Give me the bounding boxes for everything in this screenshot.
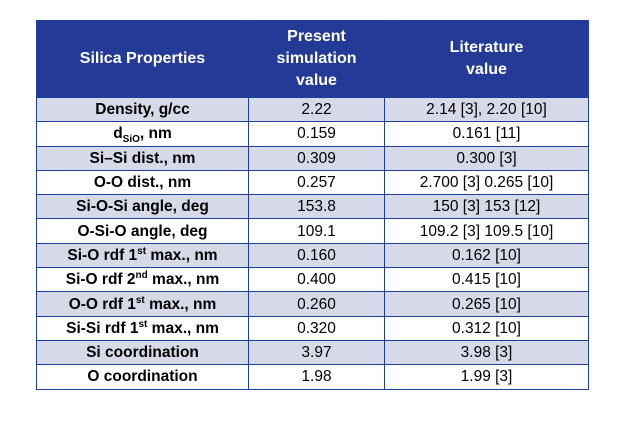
property-label: Density, g/cc [95, 101, 190, 119]
property-label: d [113, 125, 123, 143]
present-value-cell: 3.97 [248, 339, 385, 366]
literature-value-cell: 0.312 [10] [384, 315, 589, 341]
property-subscript: SiO [122, 134, 140, 146]
property-cell: Density, g/cc [36, 96, 249, 123]
property-cell: dSiO, nm [36, 121, 249, 147]
present-value-cell: 2.22 [248, 96, 385, 123]
header-line: value [466, 61, 507, 78]
property-cell: Si-Si rdf 1st max., nm [36, 315, 249, 341]
present-value-cell: 0.400 [248, 267, 385, 293]
present-value-cell: 0.160 [248, 242, 385, 269]
literature-value-cell: 0.415 [10] [384, 267, 589, 293]
property-label-suffix: max., nm [147, 271, 220, 289]
header-line: simulation [276, 50, 357, 67]
literature-value-cell: 0.162 [10] [384, 242, 589, 269]
property-label-suffix: max., nm [144, 295, 217, 313]
silica-properties-table: Silica Properties Present simulation val… [36, 20, 589, 390]
literature-value-cell: 0.300 [3] [384, 145, 589, 171]
property-label: Si coordination [86, 344, 199, 362]
table-row: Si–Si dist., nm 0.309 0.300 [3] [36, 145, 589, 171]
property-cell: Si-O rdf 2nd max., nm [36, 267, 249, 293]
property-cell: Si-O rdf 1st max., nm [36, 242, 249, 269]
present-value-cell: 0.159 [248, 121, 385, 147]
property-label: O-O dist., nm [93, 174, 192, 192]
present-value-cell: 109.1 [248, 218, 385, 244]
header-line: value [296, 72, 337, 89]
property-cell: O coordination [36, 364, 249, 390]
property-label-suffix: max., nm [147, 319, 219, 337]
table-row: dSiO, nm 0.159 0.161 [11] [36, 121, 589, 147]
property-cell: Si coordination [36, 339, 249, 366]
property-label: Si–Si dist., nm [89, 149, 196, 167]
property-label: Si-O rdf 2 [65, 271, 136, 289]
table-row: O-O rdf 1st max., nm 0.260 0.265 [10] [36, 291, 589, 317]
present-value-cell: 0.260 [248, 291, 385, 317]
present-value-cell: 0.320 [248, 315, 385, 341]
property-superscript: st [137, 245, 147, 257]
property-cell: Si–Si dist., nm [36, 145, 249, 171]
table-header: Silica Properties Present simulation val… [36, 20, 589, 98]
table-row: Density, g/cc 2.22 2.14 [3], 2.20 [10] [36, 96, 589, 123]
property-cell: O-Si-O angle, deg [36, 218, 249, 244]
present-value-cell: 0.257 [248, 169, 385, 196]
literature-value-cell: 2.14 [3], 2.20 [10] [384, 96, 589, 123]
header-line: Present [287, 28, 346, 45]
property-label-suffix: max., nm [146, 246, 218, 264]
header-silica-properties: Silica Properties [36, 20, 249, 98]
property-cell: Si-O-Si angle, deg [36, 194, 249, 220]
property-superscript: nd [135, 270, 148, 282]
literature-value-cell: 3.98 [3] [384, 339, 589, 366]
header-present-simulation-value: Present simulation value [248, 20, 385, 98]
table-row: Si coordination 3.97 3.98 [3] [36, 339, 589, 366]
table-body: Density, g/cc 2.22 2.14 [3], 2.20 [10] d… [36, 96, 589, 390]
present-value-cell: 0.309 [248, 145, 385, 171]
literature-value-cell: 150 [3] 153 [12] [384, 194, 589, 220]
table-row: Si-Si rdf 1st max., nm 0.320 0.312 [10] [36, 315, 589, 341]
property-label: O coordination [87, 368, 198, 386]
table-row: Si-O rdf 1st max., nm 0.160 0.162 [10] [36, 242, 589, 269]
table-row: O-Si-O angle, deg 109.1 109.2 [3] 109.5 … [36, 218, 589, 244]
literature-value-cell: 1.99 [3] [384, 364, 589, 390]
literature-value-cell: 2.700 [3] 0.265 [10] [384, 169, 589, 196]
header-line: Literature [449, 39, 524, 56]
property-label: Si-Si rdf 1 [66, 319, 139, 337]
literature-value-cell: 109.2 [3] 109.5 [10] [384, 218, 589, 244]
property-label: Si-O rdf 1 [67, 246, 138, 264]
property-cell: O-O rdf 1st max., nm [36, 291, 249, 317]
property-superscript: st [138, 318, 148, 330]
table-row: Si-O rdf 2nd max., nm 0.400 0.415 [10] [36, 267, 589, 293]
literature-value-cell: 0.265 [10] [384, 291, 589, 317]
property-label: O-Si-O angle, deg [77, 222, 208, 240]
table-row: Si-O-Si angle, deg 153.8 150 [3] 153 [12… [36, 194, 589, 220]
present-value-cell: 153.8 [248, 194, 385, 220]
literature-value-cell: 0.161 [11] [384, 121, 589, 147]
table-row: O coordination 1.98 1.99 [3] [36, 364, 589, 390]
present-value-cell: 1.98 [248, 364, 385, 390]
table-row: O-O dist., nm 0.257 2.700 [3] 0.265 [10] [36, 169, 589, 196]
property-superscript: st [135, 294, 145, 306]
header-row: Silica Properties Present simulation val… [36, 20, 589, 98]
property-label-suffix: , nm [139, 125, 172, 143]
property-label: O-O rdf 1 [68, 295, 136, 313]
header-literature-value: Literature value [384, 20, 589, 98]
property-cell: O-O dist., nm [36, 169, 249, 196]
property-label: Si-O-Si angle, deg [76, 198, 209, 216]
